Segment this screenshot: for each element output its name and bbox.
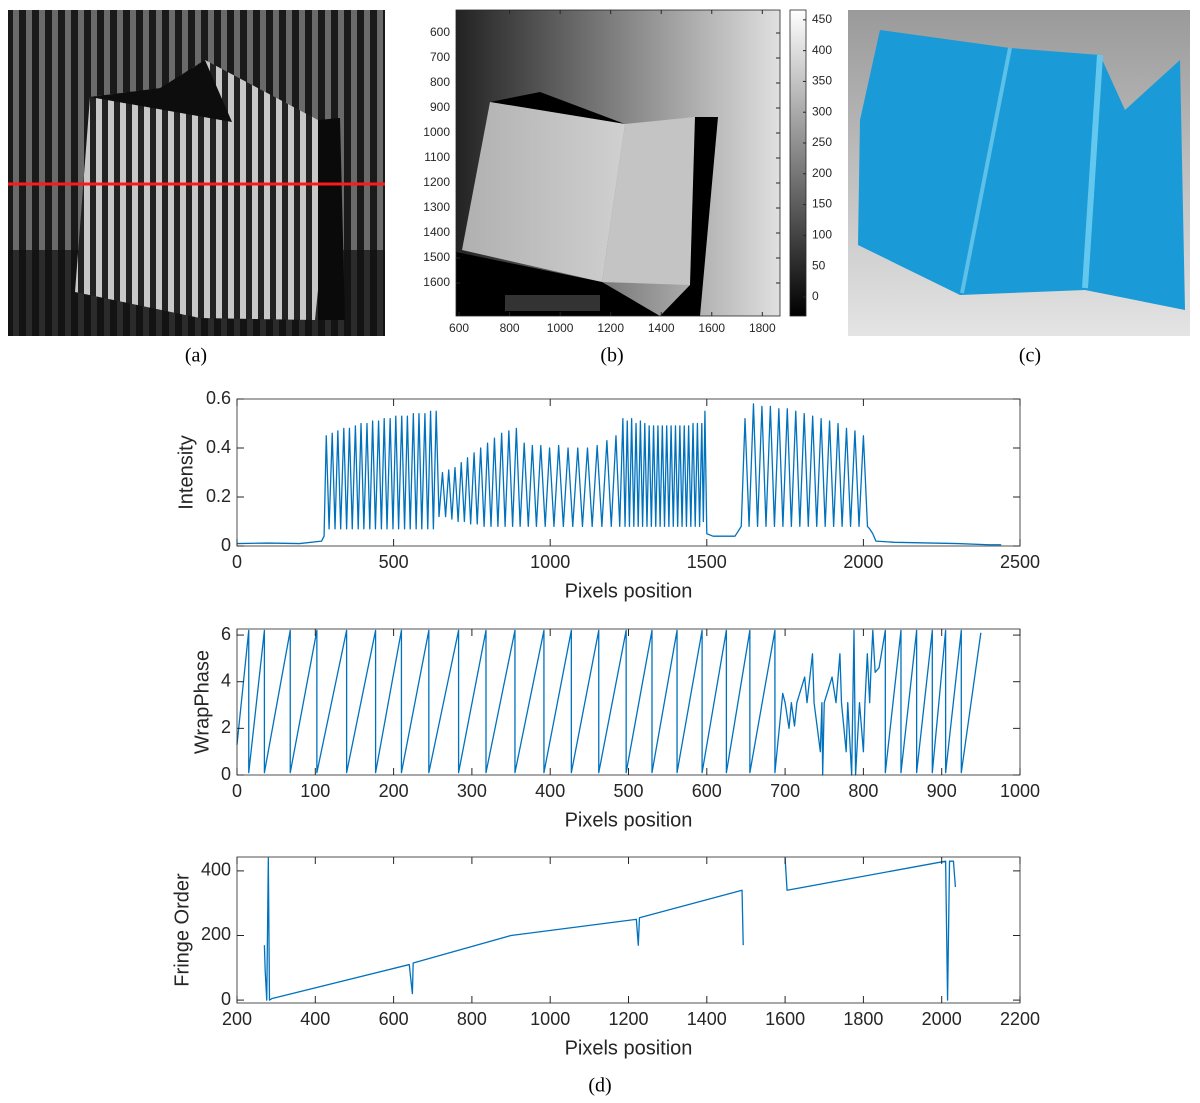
colorbar-tick-label: 450: [812, 12, 832, 26]
data-line: [236, 403, 1002, 546]
x-tick-label: 400: [535, 781, 565, 801]
x-tick-label: 500: [379, 552, 409, 572]
colorbar-tick-label: 50: [812, 258, 826, 272]
x-tick-label: 800: [848, 781, 878, 801]
y-tick-label: 0.4: [206, 437, 231, 457]
x-axis-label: Pixels position: [565, 580, 693, 602]
colorbar-tick-label: 100: [812, 228, 832, 242]
x-tick-label: 0: [232, 552, 242, 572]
y-tick-label: 0: [221, 989, 231, 1009]
colorbar-tick-label: 250: [812, 135, 832, 149]
plot-area: [237, 857, 1020, 1003]
y-tick-label: 0.6: [206, 388, 231, 408]
y-tick-label: 1400: [423, 225, 450, 239]
plot-area: [237, 629, 1020, 775]
x-tick-label: 2500: [1000, 552, 1040, 572]
x-tick-label: 1800: [843, 1009, 883, 1029]
y-tick-label: 0.2: [206, 486, 231, 506]
axes-frame: [236, 398, 1021, 547]
y-axis-label: Intensity: [175, 435, 197, 509]
x-tick-label: 1000: [1000, 781, 1040, 801]
y-tick-label: 200: [201, 924, 231, 944]
x-tick-label: 200: [222, 1009, 252, 1029]
x-axis-label: Pixels position: [565, 1037, 693, 1059]
y-tick-label: 1500: [423, 250, 450, 264]
x-tick-label: 600: [379, 1009, 409, 1029]
x-tick-label: 1600: [765, 1009, 805, 1029]
axes-frame: [455, 9, 781, 317]
x-tick-label: 1200: [597, 321, 624, 335]
x-tick-label: 500: [613, 781, 643, 801]
panel-caption: (b): [600, 345, 623, 367]
colorbar: [789, 9, 807, 317]
panel-caption: (d): [588, 1075, 611, 1097]
y-tick-label: 1200: [423, 175, 450, 189]
x-tick-label: 600: [449, 321, 469, 335]
x-tick-label: 800: [500, 321, 520, 335]
x-tick-label: 100: [300, 781, 330, 801]
y-tick-label: 700: [430, 50, 450, 64]
y-tick-label: 4: [221, 670, 231, 690]
colorbar-tick-label: 350: [812, 74, 832, 88]
data-line: [263, 857, 957, 1001]
x-tick-label: 1400: [648, 321, 675, 335]
y-tick-label: 0: [221, 764, 231, 784]
y-tick-label: 900: [430, 100, 450, 114]
x-tick-label: 1400: [687, 1009, 727, 1029]
x-tick-label: 1000: [547, 321, 574, 335]
x-tick-label: 1600: [698, 321, 725, 335]
x-tick-label: 2200: [1000, 1009, 1040, 1029]
depth-image: [456, 10, 780, 316]
x-tick-label: 1200: [608, 1009, 648, 1029]
x-tick-label: 700: [770, 781, 800, 801]
x-tick-label: 1500: [687, 552, 727, 572]
x-tick-label: 600: [692, 781, 722, 801]
y-tick-label: 600: [430, 25, 450, 39]
x-tick-label: 900: [927, 781, 957, 801]
data-line: [236, 629, 982, 776]
x-tick-label: 1000: [530, 1009, 570, 1029]
x-tick-label: 1000: [530, 552, 570, 572]
y-axis-label: WrapPhase: [191, 650, 213, 754]
y-tick-label: 1000: [423, 125, 450, 139]
x-tick-label: 800: [457, 1009, 487, 1029]
x-axis-label: Pixels position: [565, 809, 693, 831]
colorbar-tick-label: 150: [812, 197, 832, 211]
x-tick-label: 2000: [922, 1009, 962, 1029]
x-tick-label: 300: [457, 781, 487, 801]
y-tick-label: 1300: [423, 200, 450, 214]
x-tick-label: 2000: [843, 552, 883, 572]
x-tick-label: 0: [232, 781, 242, 801]
panel-caption: (c): [1019, 345, 1041, 367]
y-tick-label: 0: [221, 535, 231, 555]
photo-a: [8, 10, 385, 336]
colorbar-tick-label: 0: [812, 289, 819, 303]
colorbar-tick-label: 400: [812, 43, 832, 57]
reconstruction: [848, 10, 1190, 336]
y-tick-label: 6: [221, 624, 231, 644]
y-tick-label: 1600: [423, 275, 450, 289]
panel-caption: (a): [185, 345, 207, 367]
y-tick-label: 1100: [424, 150, 450, 164]
y-tick-label: 2: [221, 717, 231, 737]
x-tick-label: 200: [379, 781, 409, 801]
y-tick-label: 400: [201, 860, 231, 880]
y-tick-label: 800: [430, 75, 450, 89]
x-tick-label: 1800: [749, 321, 776, 335]
y-axis-label: Fringe Order: [171, 873, 193, 987]
x-tick-label: 400: [300, 1009, 330, 1029]
colorbar-tick-label: 200: [812, 166, 832, 180]
colorbar-tick-label: 300: [812, 104, 832, 118]
